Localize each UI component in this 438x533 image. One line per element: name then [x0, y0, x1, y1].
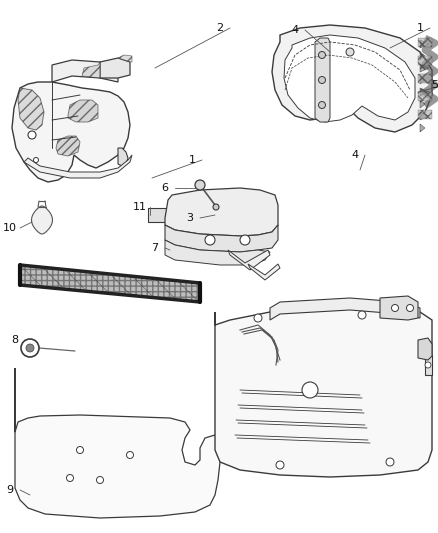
Polygon shape [32, 206, 53, 234]
Polygon shape [314, 38, 329, 122]
Polygon shape [215, 308, 431, 477]
Polygon shape [100, 58, 130, 78]
Text: 3: 3 [186, 213, 193, 223]
Circle shape [254, 314, 261, 322]
Circle shape [21, 339, 39, 357]
Circle shape [385, 458, 393, 466]
Circle shape [212, 204, 219, 210]
Text: 5: 5 [431, 80, 438, 90]
Polygon shape [165, 188, 277, 236]
Circle shape [66, 474, 73, 481]
Circle shape [301, 382, 317, 398]
Polygon shape [165, 225, 277, 252]
Text: 11: 11 [133, 202, 147, 212]
Circle shape [126, 451, 133, 458]
Polygon shape [417, 338, 431, 360]
Polygon shape [82, 62, 100, 78]
Circle shape [26, 344, 34, 352]
Polygon shape [417, 92, 431, 101]
Polygon shape [269, 298, 419, 320]
Polygon shape [419, 52, 424, 60]
Polygon shape [419, 100, 424, 108]
Polygon shape [247, 264, 279, 280]
Circle shape [33, 157, 39, 163]
Circle shape [318, 77, 325, 84]
Polygon shape [227, 250, 269, 270]
Circle shape [345, 48, 353, 56]
Circle shape [76, 447, 83, 454]
Polygon shape [20, 265, 200, 302]
Circle shape [318, 52, 325, 59]
Polygon shape [417, 110, 431, 119]
Text: 6: 6 [161, 183, 168, 193]
Polygon shape [419, 76, 424, 84]
Polygon shape [68, 100, 98, 122]
Circle shape [240, 235, 249, 245]
Polygon shape [15, 368, 226, 518]
Polygon shape [417, 38, 431, 47]
Text: 7: 7 [151, 243, 158, 253]
Circle shape [28, 131, 36, 139]
Text: 2: 2 [216, 23, 223, 33]
Polygon shape [419, 112, 428, 120]
Text: 10: 10 [3, 223, 17, 233]
Polygon shape [24, 155, 132, 178]
Polygon shape [424, 355, 431, 375]
Circle shape [424, 362, 430, 368]
Circle shape [96, 477, 103, 483]
Circle shape [406, 304, 413, 311]
Polygon shape [18, 88, 44, 130]
Circle shape [194, 180, 205, 190]
Polygon shape [272, 25, 431, 132]
Polygon shape [419, 40, 428, 48]
Polygon shape [419, 64, 428, 72]
Circle shape [276, 461, 283, 469]
Polygon shape [118, 148, 128, 166]
Polygon shape [165, 240, 269, 265]
Polygon shape [12, 82, 130, 182]
Circle shape [205, 235, 215, 245]
Circle shape [318, 101, 325, 109]
Polygon shape [379, 296, 417, 320]
Text: 9: 9 [7, 485, 14, 495]
Polygon shape [283, 35, 414, 122]
Text: 4: 4 [291, 25, 298, 35]
Bar [148, 208, 170, 222]
Text: 1: 1 [188, 155, 195, 165]
Circle shape [357, 311, 365, 319]
Polygon shape [56, 136, 80, 156]
Polygon shape [417, 56, 431, 65]
Polygon shape [417, 74, 431, 83]
Polygon shape [419, 124, 424, 132]
Polygon shape [52, 60, 118, 82]
Text: 1: 1 [416, 23, 423, 33]
Circle shape [391, 304, 398, 311]
Text: 8: 8 [11, 335, 18, 345]
Text: 4: 4 [351, 150, 358, 160]
Polygon shape [419, 88, 428, 96]
Polygon shape [118, 55, 132, 62]
